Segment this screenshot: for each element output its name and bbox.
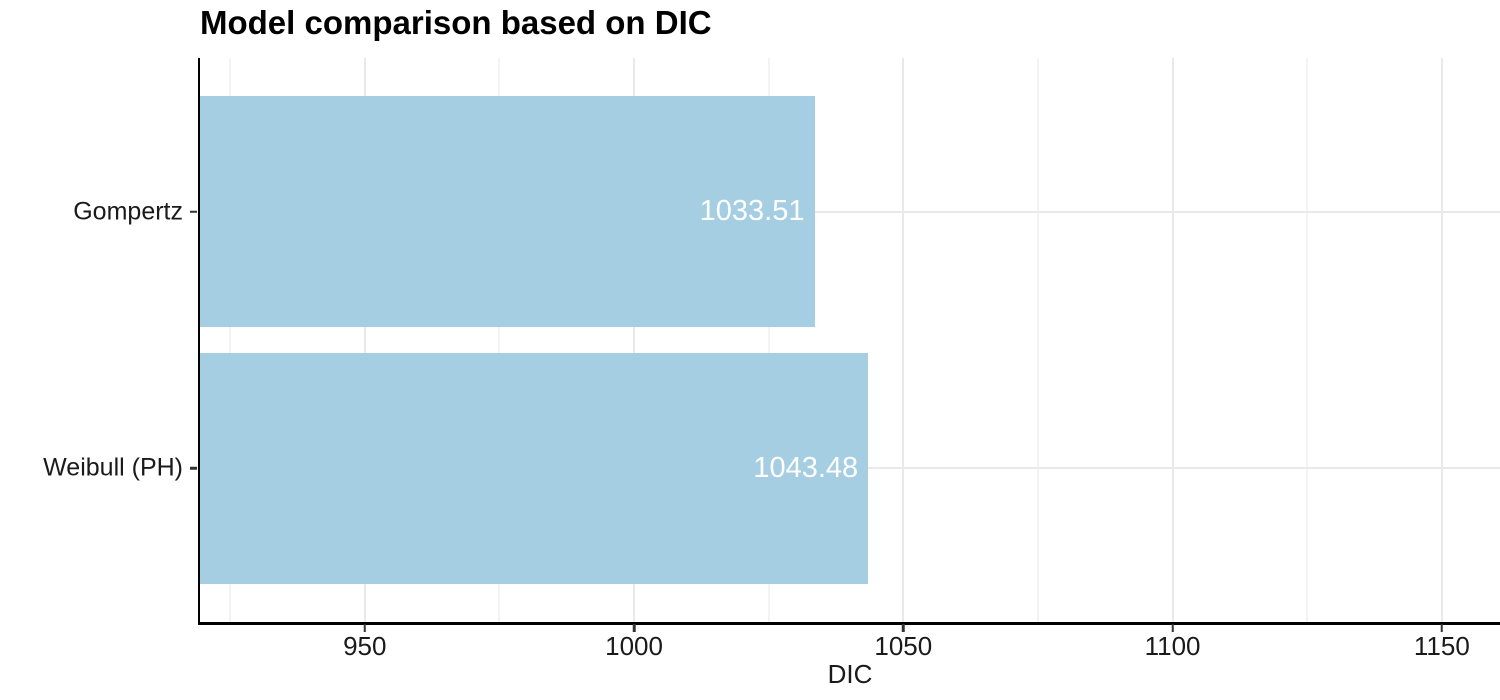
x-tick-label: 1050 [874, 631, 933, 661]
y-axis-line [197, 58, 200, 625]
gridline-vertical-major [363, 58, 366, 622]
x-tick-mark [902, 624, 905, 632]
gridline-vertical-minor [1036, 58, 1039, 622]
plot-panel: 1033.51 1043.48 [190, 58, 1500, 632]
bar-gompertz: 1033.51 [200, 96, 815, 328]
gridline-vertical-minor [229, 58, 232, 622]
gridline-vertical-major [902, 58, 905, 622]
gridline-vertical-minor [1306, 58, 1309, 622]
x-axis-labels: 950 1000 1050 1100 1150 [200, 631, 1500, 662]
gridline-horizontal-major [200, 210, 1500, 213]
chart-title: Model comparison based on DIC [200, 4, 712, 41]
x-tick-label: 1150 [1413, 631, 1470, 661]
x-tick-mark [1440, 624, 1444, 632]
x-axis-line [197, 622, 1500, 625]
y-tick-label: Weibull (PH) [43, 453, 183, 482]
gridline-vertical-minor [498, 58, 501, 622]
x-axis-title: DIC [827, 659, 873, 689]
gridline-vertical-major [1440, 58, 1443, 622]
gridline-vertical-minor [767, 58, 770, 622]
x-tick-mark [1171, 624, 1174, 632]
bar-weibull-ph: 1043.48 [200, 352, 869, 584]
y-tick-mark [190, 466, 197, 470]
x-tick-mark [632, 624, 636, 632]
y-axis-labels: Gompertz Weibull (PH) [0, 58, 183, 622]
gridline-vertical-major [633, 58, 636, 622]
x-tick-mark [363, 624, 367, 632]
x-tick-label: 1000 [605, 631, 663, 661]
gridline-vertical-major [1171, 58, 1174, 622]
x-tick-label: 1100 [1144, 631, 1201, 661]
y-tick-label: Gompertz [73, 197, 183, 226]
bar-value-label: 1033.51 [699, 195, 805, 228]
bar-value-label: 1043.48 [753, 451, 859, 484]
y-tick-mark [190, 210, 197, 214]
x-tick-label: 950 [343, 631, 387, 661]
